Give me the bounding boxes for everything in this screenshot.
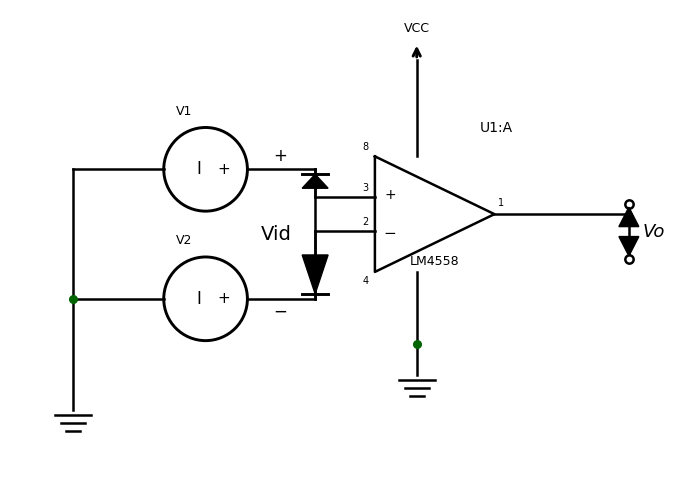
Text: 2: 2 xyxy=(363,217,369,227)
Text: −: − xyxy=(273,303,287,321)
Text: −: − xyxy=(384,226,396,241)
Text: Vo: Vo xyxy=(643,223,665,241)
Text: 8: 8 xyxy=(363,142,369,152)
Text: 3: 3 xyxy=(363,183,369,193)
Polygon shape xyxy=(302,255,328,294)
Text: 4: 4 xyxy=(363,276,369,286)
Text: V1: V1 xyxy=(176,105,192,118)
Text: I: I xyxy=(196,290,201,308)
Text: +: + xyxy=(217,162,230,177)
Text: 1: 1 xyxy=(498,198,505,208)
Text: Vid: Vid xyxy=(260,225,291,244)
Text: VCC: VCC xyxy=(404,22,430,35)
Text: I: I xyxy=(196,160,201,178)
Polygon shape xyxy=(302,174,328,188)
Text: +: + xyxy=(384,188,395,202)
Polygon shape xyxy=(619,237,639,256)
Text: LM4558: LM4558 xyxy=(410,255,459,268)
Text: +: + xyxy=(217,291,230,306)
Text: +: + xyxy=(273,147,287,165)
Text: V2: V2 xyxy=(176,234,192,247)
Text: U1:A: U1:A xyxy=(480,122,512,135)
Polygon shape xyxy=(619,207,639,227)
